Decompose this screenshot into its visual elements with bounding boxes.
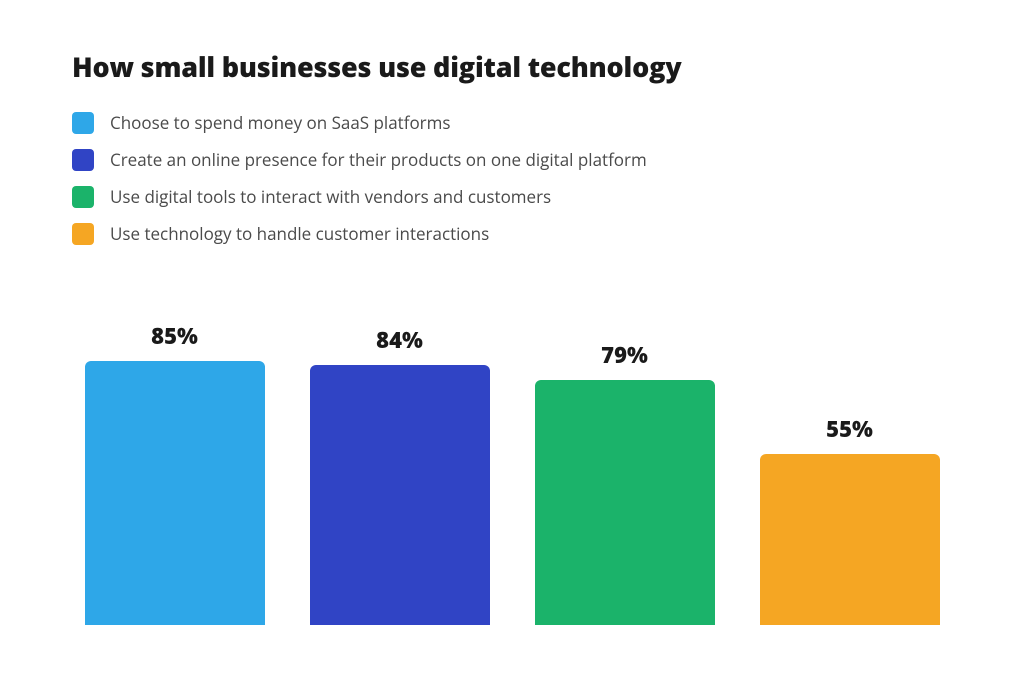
legend-swatch — [72, 149, 94, 171]
bar-group: 79% — [532, 275, 717, 625]
bar-value-label: 79% — [601, 340, 648, 370]
legend-item: Use digital tools to interact with vendo… — [72, 185, 952, 208]
legend-swatch — [72, 186, 94, 208]
bar — [310, 365, 490, 625]
legend-label: Create an online presence for their prod… — [110, 148, 647, 171]
legend-label: Choose to spend money on SaaS platforms — [110, 111, 450, 134]
legend-label: Use technology to handle customer intera… — [110, 222, 489, 245]
bar — [85, 361, 265, 625]
legend-swatch — [72, 223, 94, 245]
chart-legend: Choose to spend money on SaaS platforms … — [72, 111, 952, 245]
bar-group: 84% — [307, 275, 492, 625]
bar — [535, 380, 715, 625]
bar-group: 85% — [82, 275, 267, 625]
bar-value-label: 85% — [151, 321, 198, 351]
bar-group: 55% — [757, 275, 942, 625]
chart-title: How small businesses use digital technol… — [72, 48, 952, 85]
bar — [760, 454, 940, 625]
bar-value-label: 84% — [376, 325, 423, 355]
legend-swatch — [72, 112, 94, 134]
legend-label: Use digital tools to interact with vendo… — [110, 185, 551, 208]
bar-value-label: 55% — [826, 414, 873, 444]
chart-plot-area: 85% 84% 79% 55% — [72, 275, 952, 625]
legend-item: Use technology to handle customer intera… — [72, 222, 952, 245]
legend-item: Choose to spend money on SaaS platforms — [72, 111, 952, 134]
legend-item: Create an online presence for their prod… — [72, 148, 952, 171]
